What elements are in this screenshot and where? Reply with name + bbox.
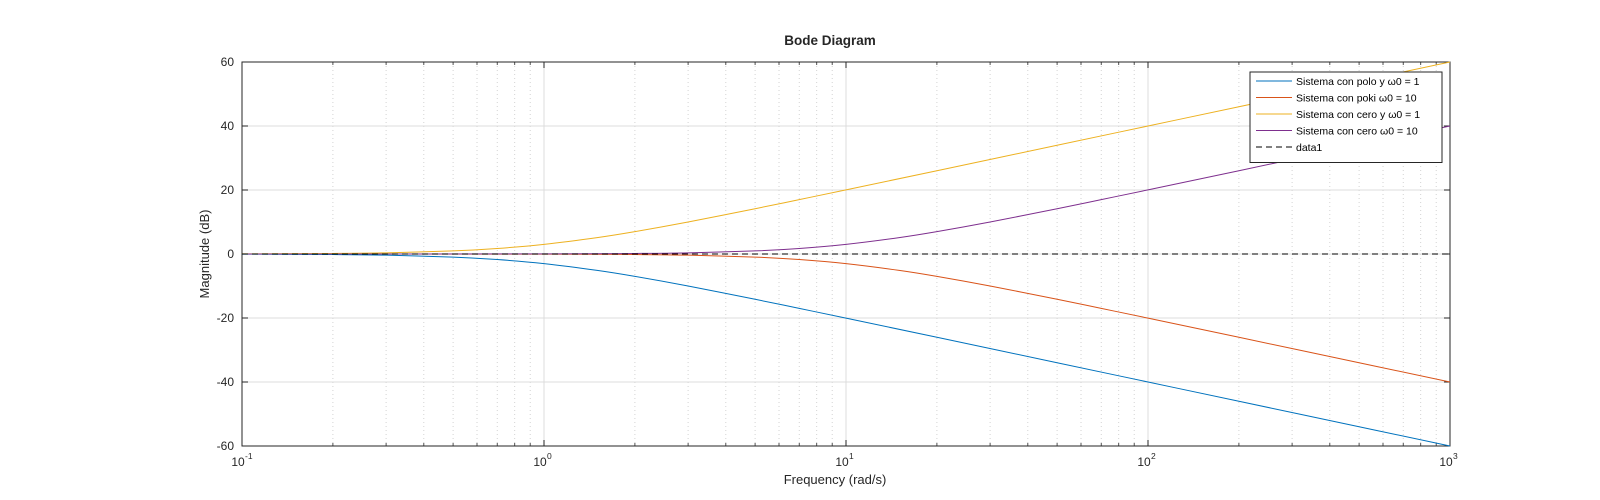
y-tick-label: 40	[221, 119, 235, 133]
y-tick-label: 60	[221, 55, 235, 69]
y-tick-label: 20	[221, 183, 235, 197]
x-tick-label: 10	[533, 455, 547, 469]
y-tick-label: -40	[217, 375, 235, 389]
x-tick-label: 10	[1439, 455, 1453, 469]
x-tick-label: 10	[231, 455, 245, 469]
legend-entry: data1	[1296, 142, 1322, 154]
x-tick-label: 10	[1137, 455, 1151, 469]
legend-entry: Sistema con poki ω0 = 10	[1296, 93, 1417, 105]
x-tick-exponent: 3	[1453, 451, 1458, 461]
legend[interactable]: Sistema con polo y ω0 = 1 Sistema con pok…	[1249, 71, 1443, 163]
y-tick-label: -60	[217, 439, 235, 453]
series-lines	[241, 61, 1451, 447]
series-line-3	[241, 61, 1451, 255]
legend-entry: Sistema con polo y ω0 = 1	[1296, 76, 1420, 88]
y-axis-label: Magnitude (dB)	[197, 210, 212, 299]
x-tick-exponent: 2	[1151, 451, 1156, 461]
series-line-2	[241, 253, 1451, 383]
x-tick-exponent: -1	[245, 451, 253, 461]
legend-entry: Sistema con cero y ω0 = 1	[1296, 109, 1420, 121]
x-tick-exponent: 1	[849, 451, 854, 461]
legend-entry: Sistema con cero ω0 = 10	[1296, 126, 1418, 138]
series-line-1	[241, 253, 1451, 447]
y-tick-label: 0	[227, 247, 234, 261]
x-tick-label: 10	[835, 455, 849, 469]
x-tick-exponent: 0	[547, 451, 552, 461]
y-tick-label: -20	[217, 311, 235, 325]
series-line-4	[241, 125, 1451, 255]
x-axis-label: Frequency (rad/s)	[784, 472, 887, 487]
chart-title: Bode Diagram	[784, 33, 876, 48]
